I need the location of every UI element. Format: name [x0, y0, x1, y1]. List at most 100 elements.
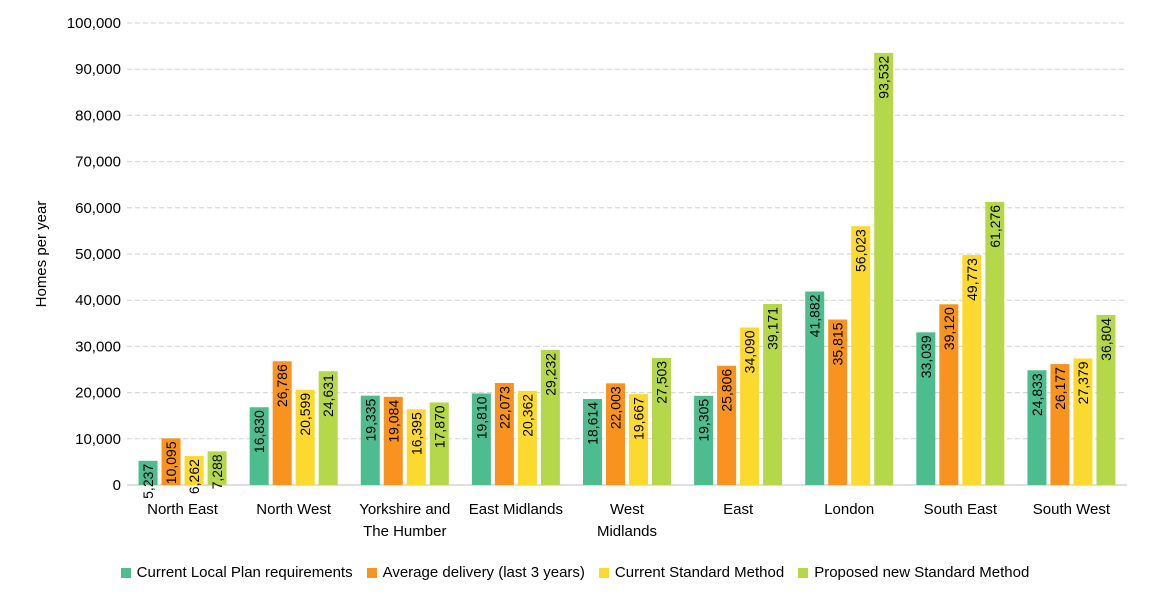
data-label: 93,532 — [876, 56, 892, 99]
bar — [828, 319, 848, 485]
bars — [138, 52, 1116, 485]
data-label: 20,362 — [519, 394, 535, 437]
data-label: 7,288 — [209, 454, 225, 489]
bar — [740, 327, 760, 485]
legend-label: Current Local Plan requirements — [136, 564, 353, 581]
data-label: 22,003 — [608, 386, 624, 429]
data-label: 19,667 — [631, 397, 647, 440]
bar — [138, 460, 158, 485]
y-axis-label: Homes per year — [33, 201, 50, 308]
data-label: 26,786 — [274, 364, 290, 407]
data-label: 16,395 — [408, 412, 424, 455]
bar — [694, 395, 714, 485]
y-tick-label: 70,000 — [75, 154, 121, 171]
y-tick-label: 0 — [113, 477, 121, 494]
bar — [1073, 358, 1093, 485]
bar — [1027, 370, 1047, 485]
data-label: 26,177 — [1052, 367, 1068, 410]
data-label: 6,262 — [186, 459, 202, 494]
data-label: 19,084 — [385, 400, 401, 443]
category-label: North West — [256, 501, 332, 518]
legend: Current Local Plan requirements Average d… — [0, 564, 1150, 581]
bar — [471, 393, 491, 485]
data-label: 49,773 — [964, 258, 980, 301]
bar — [916, 332, 936, 485]
data-labels: 5,237 10,095 6,262 7,288 16,830 26,786 20,599 2… — [140, 56, 1114, 499]
bar — [295, 389, 315, 485]
data-label: 17,870 — [431, 405, 447, 448]
legend-item: Proposed new Standard Method — [798, 564, 1029, 581]
bar — [985, 201, 1005, 485]
data-label: 25,806 — [719, 369, 735, 412]
data-label: 61,276 — [987, 205, 1003, 248]
y-axis-ticks: 0 10,000 20,000 30,000 40,000 50,000 60,000 70,… — [67, 15, 121, 494]
legend-item: Average delivery (last 3 years) — [366, 564, 585, 581]
category-label: East Midlands — [469, 501, 563, 518]
bar — [1096, 314, 1116, 485]
bar — [763, 304, 783, 485]
data-label: 27,379 — [1075, 361, 1091, 404]
bar — [606, 383, 625, 485]
legend-label: Proposed new Standard Method — [814, 564, 1030, 581]
category-label: London — [824, 501, 874, 518]
gridlines — [127, 22, 1127, 486]
bar — [939, 304, 959, 485]
data-label: 16,830 — [251, 410, 267, 453]
y-tick-label: 10,000 — [75, 431, 121, 448]
category-label: East — [723, 501, 754, 518]
data-label: 19,810 — [473, 396, 489, 439]
bar — [805, 291, 825, 485]
bar — [517, 390, 537, 485]
bar — [429, 402, 449, 485]
data-label: 56,023 — [853, 229, 869, 272]
bar — [207, 451, 227, 485]
data-label: 41,882 — [807, 294, 823, 337]
bar — [652, 357, 671, 485]
data-label: 27,503 — [654, 361, 670, 404]
category-label: South East — [924, 501, 998, 518]
y-tick-label: 20,000 — [75, 385, 121, 402]
category-label: The Humber — [363, 523, 446, 540]
bar — [406, 409, 426, 485]
data-label: 19,335 — [362, 398, 378, 441]
data-label: 10,095 — [163, 441, 179, 484]
bar — [629, 394, 648, 485]
y-tick-label: 40,000 — [75, 292, 121, 309]
bar — [360, 395, 380, 485]
bar — [540, 349, 560, 485]
bar — [318, 371, 338, 485]
legend-item: Current Local Plan requirements — [120, 564, 353, 581]
data-label: 35,815 — [830, 322, 846, 365]
legend-item: Current Standard Method — [598, 564, 785, 581]
y-tick-label: 30,000 — [75, 338, 121, 355]
legend-label: Current Standard Method — [614, 564, 785, 581]
bar — [272, 361, 292, 485]
bar — [962, 255, 982, 485]
category-label: West — [610, 501, 645, 518]
y-tick-label: 50,000 — [75, 246, 121, 263]
data-label: 39,171 — [765, 307, 781, 350]
data-label: 18,614 — [585, 402, 601, 445]
bar — [494, 383, 514, 485]
data-label: 20,599 — [297, 393, 313, 436]
data-label: 22,073 — [496, 386, 512, 429]
y-tick-label: 60,000 — [75, 200, 121, 217]
legend-swatch — [598, 567, 609, 578]
data-label: 33,039 — [918, 335, 934, 378]
data-label: 29,232 — [542, 353, 558, 396]
bar — [249, 407, 269, 485]
legend-swatch — [366, 567, 377, 578]
data-label: 39,120 — [941, 307, 957, 350]
bar-chart: 0 10,000 20,000 30,000 40,000 50,000 60,000 70,… — [33, 15, 1127, 540]
x-axis-categories: North East North West Yorkshire and The Hum… — [147, 501, 1111, 540]
legend-label: Average delivery (last 3 years) — [382, 564, 585, 581]
data-label: 24,833 — [1029, 373, 1045, 416]
bar — [717, 365, 737, 485]
legend-swatch — [798, 567, 809, 578]
data-label: 19,305 — [696, 399, 712, 442]
data-label: 5,237 — [140, 464, 156, 499]
bar — [161, 438, 181, 485]
bar — [583, 399, 602, 485]
bar — [184, 456, 204, 485]
y-tick-label: 80,000 — [75, 107, 121, 124]
